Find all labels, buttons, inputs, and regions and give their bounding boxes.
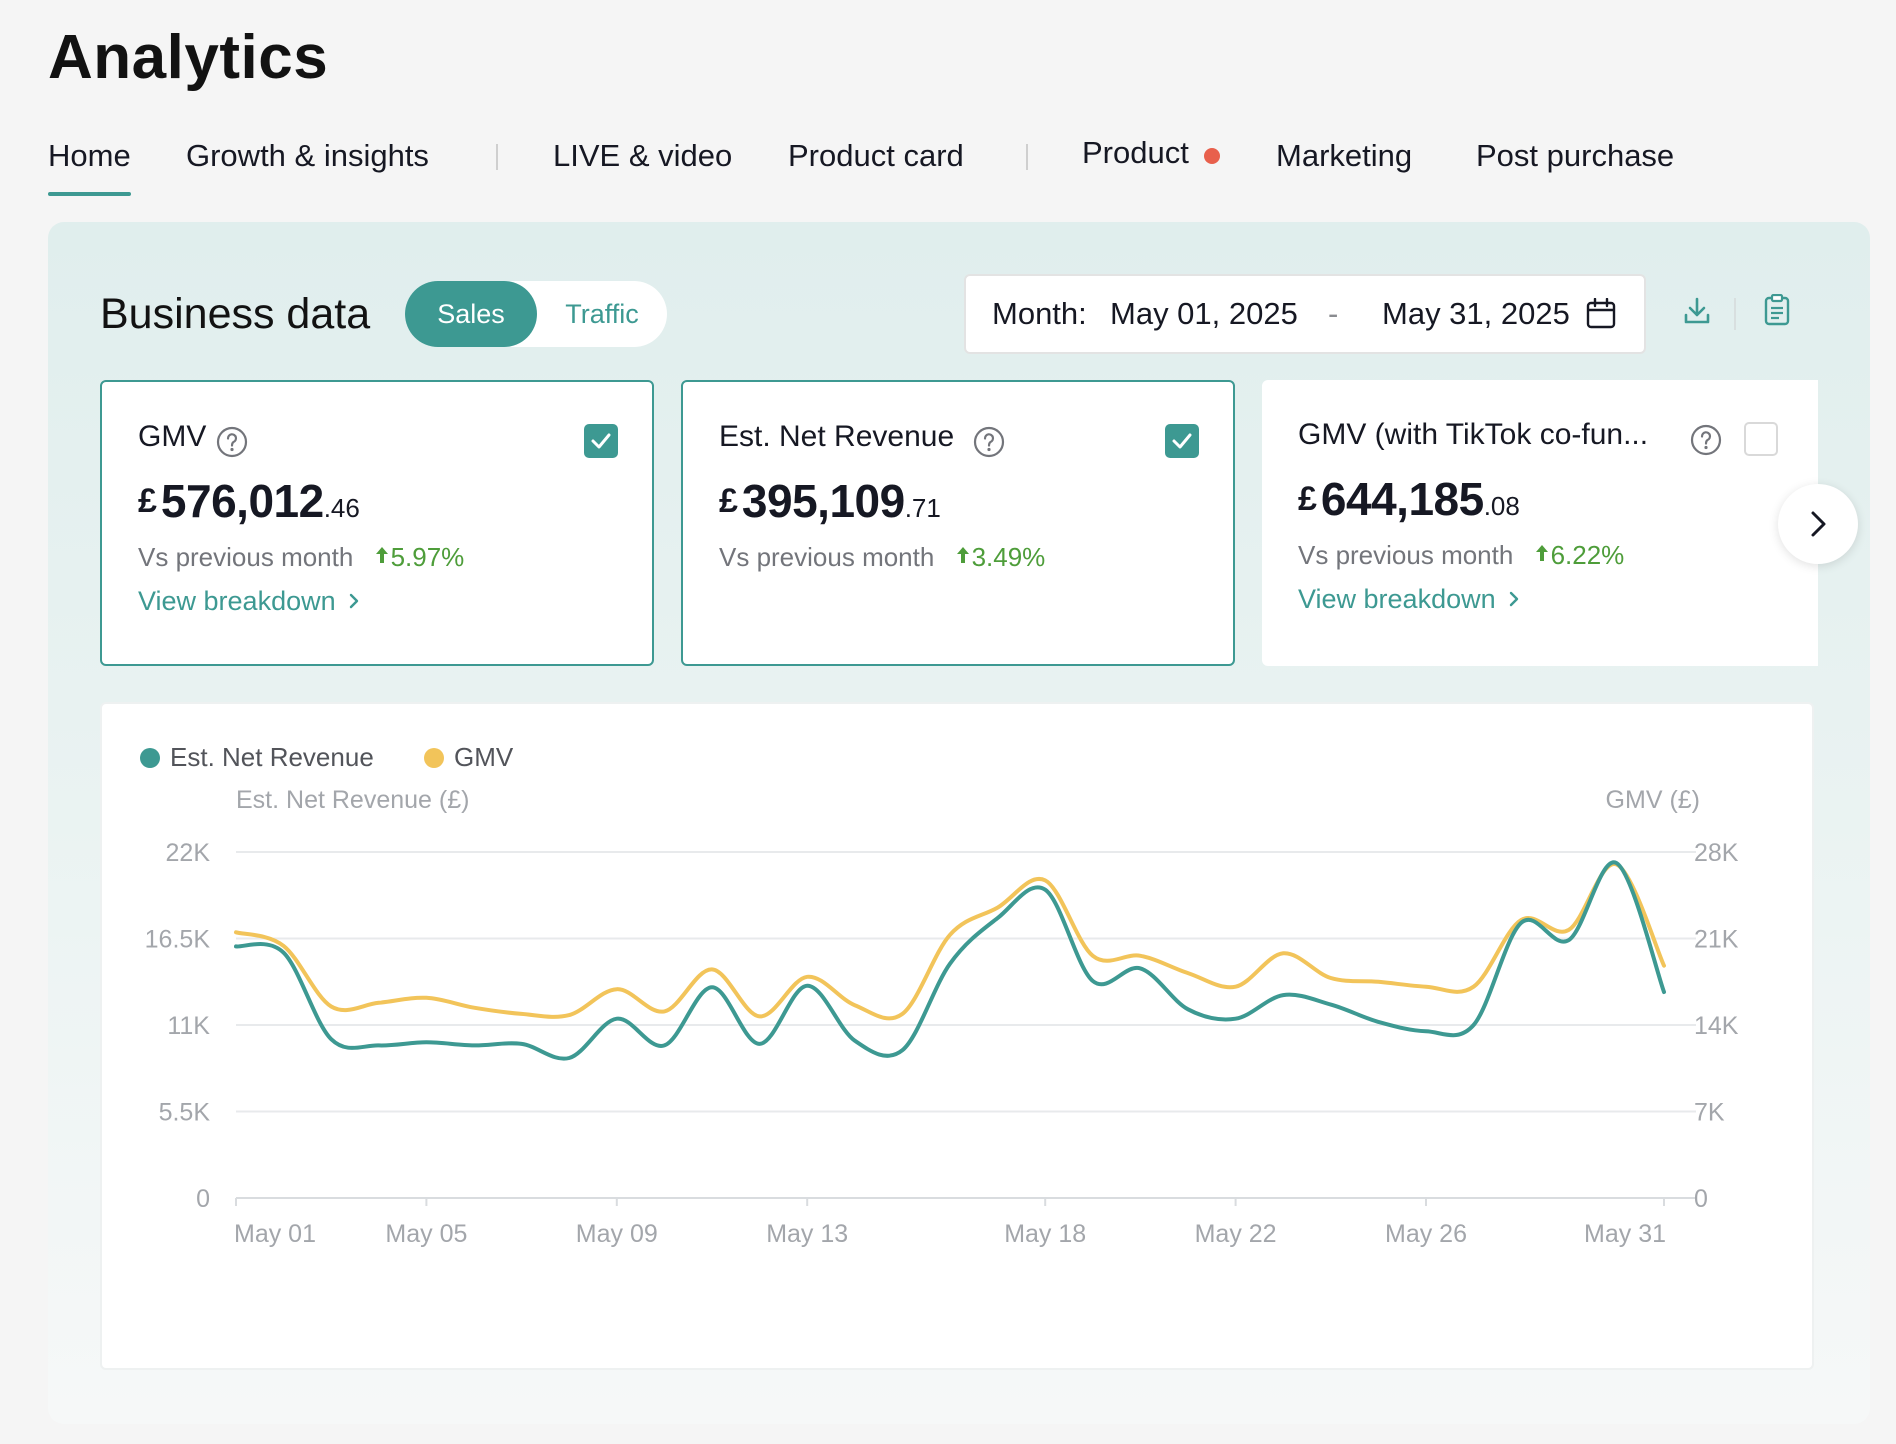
checkbox-unchecked[interactable] <box>1744 422 1778 456</box>
x-tick-label: May 09 <box>576 1220 658 1248</box>
help-icon[interactable] <box>1690 424 1722 456</box>
metric-card-gmv-cofunded[interactable]: GMV (with TikTok co-fun... £644,185.08 V… <box>1262 380 1818 666</box>
date-separator: - <box>1328 296 1339 331</box>
sales-toggle-button[interactable]: Sales <box>405 281 537 347</box>
y-axis-title-right: GMV (£) <box>1606 786 1700 814</box>
tab-live-video[interactable]: LIVE & video <box>553 138 733 173</box>
card-title: GMV (with TikTok co-fun... <box>1298 418 1649 451</box>
date-end: May 31, 2025 <box>1382 296 1570 331</box>
date-range-picker[interactable]: Month: May 01, 2025 - May 31, 2025 <box>964 274 1646 354</box>
view-breakdown-link[interactable]: View breakdown <box>138 586 361 617</box>
y-tick-label-left: 11K <box>167 1012 210 1040</box>
date-label: Month: <box>992 296 1087 331</box>
comparison-row: Vs previous month 6.22% <box>1298 540 1624 571</box>
tab-marketing[interactable]: Marketing <box>1276 138 1413 173</box>
link-label: View breakdown <box>138 586 336 616</box>
change-percent: 6.22% <box>1550 540 1625 570</box>
metric-value-integer: 395,109 <box>741 475 905 527</box>
chart-card: Est. Net Revenue GMV Est. Net Revenue (£… <box>100 702 1814 1370</box>
sales-traffic-toggle: Sales Traffic <box>405 281 667 347</box>
view-breakdown-link[interactable]: View breakdown <box>1298 584 1521 615</box>
notification-dot <box>1204 148 1220 164</box>
currency-symbol: £ <box>1298 480 1317 518</box>
x-tick-label: May 01 <box>234 1220 316 1248</box>
checkbox-checked[interactable] <box>1165 424 1199 458</box>
series-line-gmv <box>234 862 1666 1021</box>
metric-value-decimal: .71 <box>904 493 941 523</box>
traffic-toggle-button[interactable]: Traffic <box>565 299 639 329</box>
tab-divider <box>496 144 498 170</box>
change-percent: 3.49% <box>971 542 1046 572</box>
comparison-row: Vs previous month 3.49% <box>719 542 1045 573</box>
chevron-right-icon <box>349 593 359 609</box>
legend-item-gmv[interactable]: GMV <box>424 742 513 773</box>
metric-card-gmv[interactable]: GMV £576,012.46 Vs previous month 5.97% … <box>100 380 654 666</box>
y-tick-label-left: 16.5K <box>145 926 211 954</box>
comparison-label: Vs previous month <box>138 542 354 572</box>
line-chart: Est. Net Revenue (£) GMV (£) 0 0 5.5K 7K 11K 14… <box>145 786 1739 1248</box>
card-title: GMV <box>138 420 207 453</box>
tab-growth-insights[interactable]: Growth & insights <box>186 138 429 173</box>
page-title: Analytics <box>48 23 329 92</box>
tab-divider <box>1026 144 1028 170</box>
comparison-label: Vs previous month <box>719 542 935 572</box>
metric-value-decimal: .46 <box>323 493 360 523</box>
metric-card-est-net-revenue[interactable]: Est. Net Revenue £395,109.71 Vs previous… <box>681 380 1235 666</box>
x-tick-label: May 05 <box>385 1220 467 1248</box>
tab-product-card[interactable]: Product card <box>788 138 964 173</box>
currency-symbol: £ <box>138 482 157 520</box>
next-cards-button[interactable] <box>1778 484 1858 564</box>
chevron-right-icon <box>1509 591 1519 607</box>
x-tick-label: May 31 <box>1584 1220 1666 1248</box>
y-tick-label-right: 28K <box>1694 839 1739 867</box>
report-icon[interactable] <box>1764 294 1790 326</box>
calendar-icon <box>1586 298 1616 329</box>
x-tick-label: May 18 <box>1004 1220 1086 1248</box>
comparison-label: Vs previous month <box>1298 540 1514 570</box>
y-tick-label-right: 21K <box>1694 926 1739 954</box>
y-axis-title-left: Est. Net Revenue (£) <box>236 786 469 814</box>
y-tick-label-right: 7K <box>1694 1099 1725 1127</box>
date-start: May 01, 2025 <box>1110 296 1298 331</box>
y-tick-label-right: 0 <box>1694 1185 1708 1213</box>
y-tick-label-left: 5.5K <box>159 1099 211 1127</box>
metric-value: £576,012.46 <box>138 474 360 528</box>
tab-home[interactable]: Home <box>48 138 131 196</box>
legend-item-net-revenue[interactable]: Est. Net Revenue <box>140 742 374 773</box>
arrow-up-icon <box>956 547 969 563</box>
x-tick-label: May 26 <box>1385 1220 1467 1248</box>
arrow-up-icon <box>1535 545 1548 561</box>
help-icon[interactable] <box>216 426 248 458</box>
y-tick-label-left: 0 <box>196 1185 210 1213</box>
currency-symbol: £ <box>719 482 738 520</box>
link-label: View breakdown <box>1298 584 1496 614</box>
x-tick-label: May 22 <box>1195 1220 1277 1248</box>
change-percent: 5.97% <box>390 542 465 572</box>
help-icon[interactable] <box>973 426 1005 458</box>
arrow-up-icon <box>375 547 388 563</box>
metric-value: £644,185.08 <box>1298 472 1520 526</box>
x-tick-label: May 13 <box>766 1220 848 1248</box>
y-tick-label-left: 22K <box>166 839 211 867</box>
metric-value-decimal: .08 <box>1483 491 1520 521</box>
tab-post-purchase[interactable]: Post purchase <box>1476 138 1675 173</box>
card-title: Est. Net Revenue <box>719 420 955 453</box>
metric-value-integer: 576,012 <box>160 475 324 527</box>
legend-dot <box>424 748 444 768</box>
metric-value: £395,109.71 <box>719 474 941 528</box>
legend-label: GMV <box>454 742 514 772</box>
legend-dot <box>140 748 160 768</box>
checkbox-checked[interactable] <box>584 424 618 458</box>
business-data-panel: Business data Sales Traffic Month: May 0… <box>48 222 1870 1424</box>
comparison-row: Vs previous month 5.97% <box>138 542 464 573</box>
metric-value-integer: 644,185 <box>1320 473 1484 525</box>
tab-product[interactable]: Product <box>1082 135 1189 170</box>
series-line-est-net-revenue <box>234 860 1666 1061</box>
y-tick-label-right: 14K <box>1694 1012 1739 1040</box>
section-title: Business data <box>100 290 371 338</box>
legend-label: Est. Net Revenue <box>170 742 374 772</box>
icon-divider <box>1734 298 1736 330</box>
download-icon[interactable] <box>1682 296 1712 326</box>
